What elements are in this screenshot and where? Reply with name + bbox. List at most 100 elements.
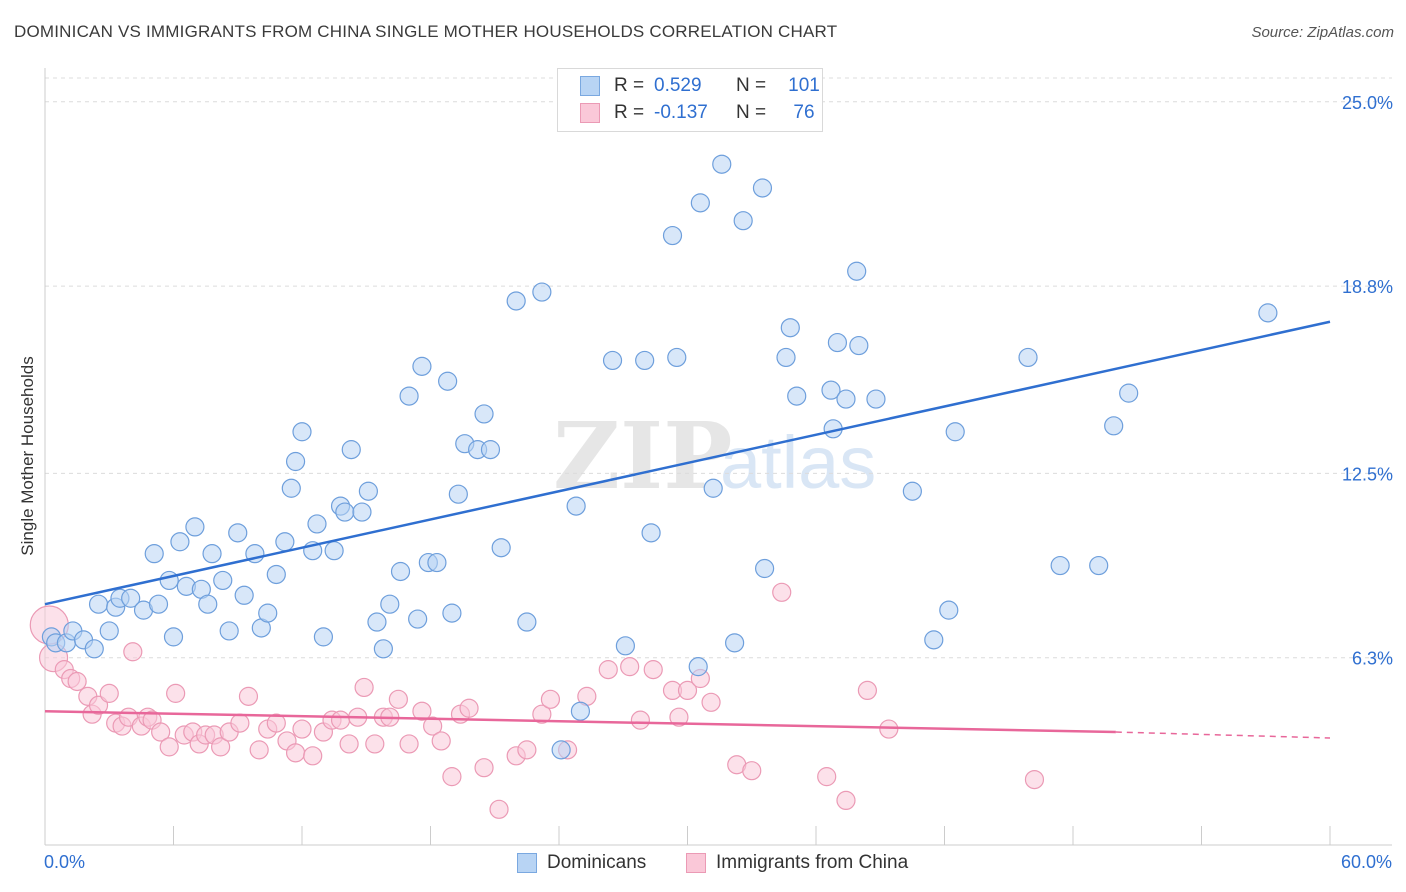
r-value-china: -0.137 (654, 102, 708, 123)
legend-item-china[interactable]: Immigrants from China (686, 852, 908, 874)
point-dominican (641, 523, 661, 543)
point-dominican (99, 621, 119, 641)
point-dominican (551, 740, 571, 760)
point-dominican (390, 561, 411, 582)
point-china (857, 680, 878, 701)
n-value-china: 76 (793, 102, 815, 123)
point-dominican (849, 335, 869, 356)
point-dominican (491, 538, 511, 558)
point-dominican (144, 544, 164, 564)
point-china (772, 582, 792, 602)
point-china (474, 758, 494, 778)
chart-title: DOMINICAN VS IMMIGRANTS FROM CHINA SINGL… (14, 22, 838, 41)
point-china (643, 660, 663, 680)
point-dominican (712, 154, 732, 174)
point-dominican (185, 517, 205, 537)
point-china (399, 734, 419, 754)
point-dominican (836, 389, 856, 409)
point-dominican (1050, 555, 1070, 576)
point-dominican (703, 478, 723, 498)
point-china (677, 680, 698, 701)
point-china (365, 734, 385, 754)
point-dominican (1258, 303, 1278, 323)
r-label: R = (614, 102, 645, 123)
r-label: R = (614, 75, 645, 96)
point-china (540, 689, 561, 709)
point-dominican (532, 282, 552, 302)
point-china (517, 740, 537, 760)
point-china (620, 657, 640, 677)
point-china (459, 698, 479, 718)
point-china (412, 701, 432, 721)
point-dominican (635, 350, 655, 371)
point-china (630, 710, 650, 730)
point-dominican (924, 630, 944, 650)
point-dominican (1089, 555, 1109, 576)
point-dominican (945, 422, 965, 442)
point-dominican (373, 639, 393, 659)
point-dominican (228, 523, 248, 543)
watermark-atlas: atlas (720, 421, 876, 504)
y-axis-label: Single Mother Households (18, 356, 37, 556)
point-dominican (412, 356, 432, 376)
point-dominican (688, 657, 708, 677)
point-china (99, 683, 119, 703)
y-tick-label: 6.3% (1352, 649, 1393, 669)
point-china (266, 713, 286, 733)
point-dominican (780, 318, 800, 338)
point-dominican (662, 225, 683, 246)
point-china (330, 710, 351, 730)
point-china (598, 660, 618, 680)
point-dominican (690, 193, 710, 213)
point-dominican (148, 594, 169, 614)
point-dominican (408, 609, 428, 629)
blue-swatch-icon (580, 76, 600, 96)
x-tick-min: 0.0% (44, 852, 86, 872)
point-dominican (615, 636, 635, 656)
point-china (159, 737, 179, 757)
point-china (354, 677, 374, 698)
point-dominican (258, 603, 278, 623)
point-dominican (88, 594, 109, 614)
point-dominican (234, 585, 254, 605)
r-value-dominicans: 0.529 (654, 75, 702, 96)
point-dominican (1018, 347, 1038, 368)
point-china (285, 743, 306, 763)
point-china (339, 734, 359, 754)
point-china (817, 767, 837, 787)
point-dominican (566, 496, 586, 516)
n-label: N = (736, 75, 767, 96)
point-dominican (1119, 383, 1139, 403)
trend-line-china-extrapolated (1115, 731, 1331, 739)
point-dominican (667, 347, 687, 368)
point-dominican (367, 612, 387, 632)
pink-swatch-icon (580, 103, 600, 123)
point-china (879, 719, 899, 739)
point-china (742, 761, 762, 781)
legend-row-dominicans: R = 0.529 N = 101 (580, 75, 824, 97)
point-dominican (787, 386, 807, 406)
point-china (1024, 769, 1045, 790)
y-tick-label: 12.5% (1342, 464, 1393, 484)
legend-item-dominicans[interactable]: Dominicans (517, 852, 646, 874)
point-china (230, 713, 250, 733)
pink-swatch-icon (686, 853, 706, 873)
point-dominican (725, 633, 745, 653)
point-dominican (847, 261, 867, 281)
point-china (303, 746, 323, 766)
point-dominican (159, 570, 179, 591)
point-dominican (84, 639, 104, 659)
point-dominican (380, 594, 400, 614)
correlation-legend: R = 0.529 N = 101 R = -0.137 N = 76 (557, 68, 823, 132)
point-china (249, 740, 269, 760)
point-dominican (266, 564, 286, 585)
point-dominican (341, 440, 361, 460)
point-dominican (480, 440, 501, 460)
point-dominican (517, 612, 537, 632)
point-dominican (121, 588, 141, 608)
point-china (238, 686, 259, 706)
trend-line-china (44, 709, 1116, 734)
point-dominican (324, 541, 344, 561)
point-dominican (313, 627, 334, 647)
point-china (88, 695, 109, 715)
